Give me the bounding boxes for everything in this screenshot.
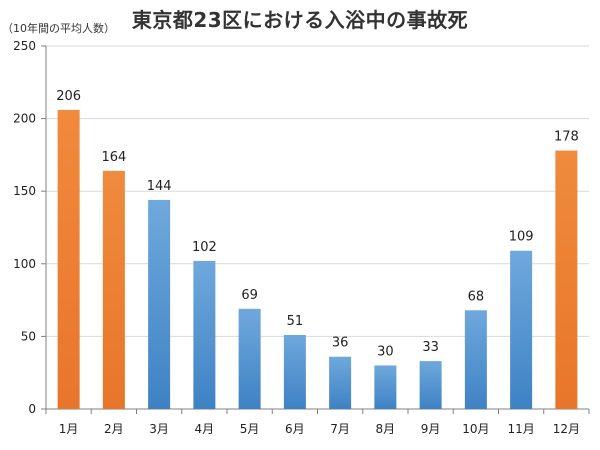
x-tick-label: 9月 xyxy=(421,422,441,436)
chart-title: 東京都23区における入浴中の事故死 xyxy=(131,8,469,32)
x-tick-label: 8月 xyxy=(376,422,396,436)
x-tick-label: 5月 xyxy=(240,422,260,436)
bar-9 xyxy=(419,361,442,409)
data-label: 51 xyxy=(287,314,304,329)
bar-12 xyxy=(555,150,578,409)
data-label: 164 xyxy=(101,150,126,165)
y-tick-label: 250 xyxy=(13,39,36,53)
y-tick-label: 50 xyxy=(21,329,36,343)
data-label: 102 xyxy=(192,240,217,255)
x-tick-label: 10月 xyxy=(462,422,489,436)
bar-7 xyxy=(329,356,352,409)
x-tick-label: 1月 xyxy=(59,422,79,436)
data-label: 68 xyxy=(468,289,485,304)
x-tick-label: 4月 xyxy=(195,422,215,436)
y-unit-note: （10年間の平均人数） xyxy=(2,22,115,35)
axes xyxy=(41,45,590,414)
data-label: 36 xyxy=(332,336,349,351)
x-tick-label: 12月 xyxy=(553,422,580,436)
y-tick-label: 100 xyxy=(13,257,36,271)
bars xyxy=(57,109,578,409)
x-tick-label: 7月 xyxy=(330,422,350,436)
data-label: 30 xyxy=(377,344,394,359)
bar-4 xyxy=(193,260,216,409)
x-tick-label: 3月 xyxy=(149,422,169,436)
bar-3 xyxy=(148,199,171,409)
labels: 0 50 100 150 200 250 206 1月 164 2月 144 3月 102 4月 69 5月 5… xyxy=(13,39,580,436)
data-label: 206 xyxy=(56,89,81,104)
data-label: 33 xyxy=(422,340,439,355)
bar-2 xyxy=(102,170,125,409)
data-label: 69 xyxy=(241,288,258,303)
bar-8 xyxy=(374,365,397,409)
x-tick-label: 11月 xyxy=(507,422,534,436)
bar-6 xyxy=(283,334,306,409)
data-label: 144 xyxy=(147,179,172,194)
y-tick-label: 150 xyxy=(13,184,36,198)
x-tick-label: 6月 xyxy=(285,422,305,436)
data-label: 178 xyxy=(554,130,579,145)
y-tick-label: 0 xyxy=(28,402,36,416)
gridlines xyxy=(46,45,589,337)
bar-5 xyxy=(238,308,261,409)
bar-1 xyxy=(57,109,80,409)
bar-11 xyxy=(510,250,533,409)
data-label: 109 xyxy=(509,230,534,245)
x-tick-label: 2月 xyxy=(104,422,124,436)
bar-10 xyxy=(464,310,487,409)
y-tick-label: 200 xyxy=(13,112,36,126)
